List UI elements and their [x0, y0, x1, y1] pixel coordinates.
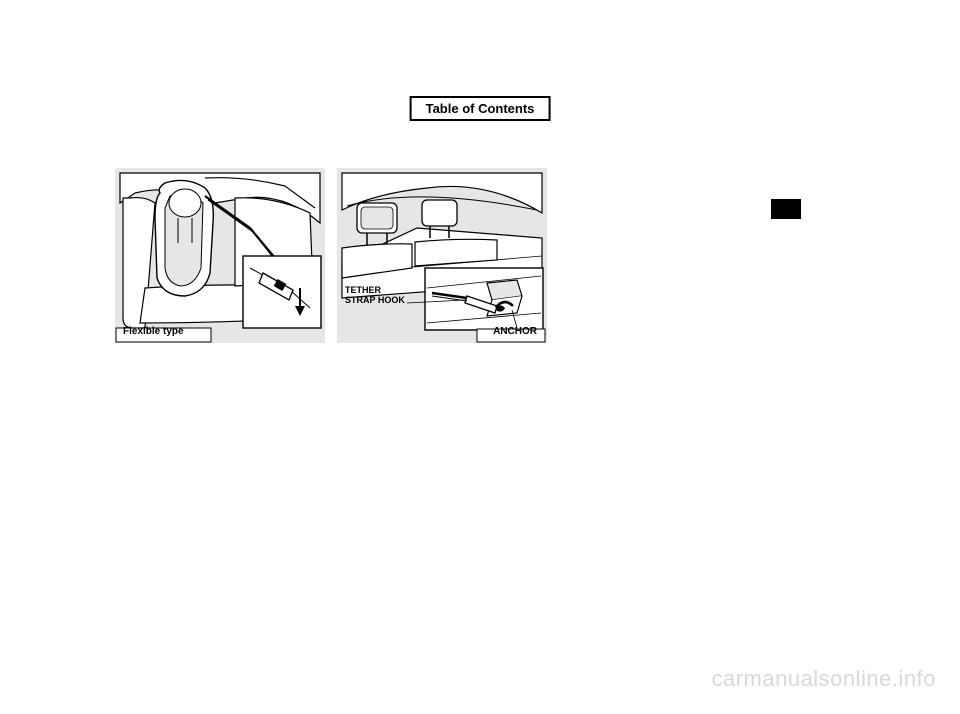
- figure-flexible-type: Flexible type: [115, 168, 325, 343]
- section-tab-marker: [771, 199, 801, 219]
- tether-anchor-illustration: [337, 168, 547, 343]
- watermark-text: carmanualsonline.info: [711, 666, 936, 692]
- child-seat-illustration: [115, 168, 325, 343]
- anchor-label: ANCHOR: [493, 326, 537, 337]
- figures-row: Flexible type: [115, 168, 547, 343]
- flexible-type-caption: Flexible type: [123, 326, 184, 337]
- toc-label: Table of Contents: [426, 101, 535, 116]
- tether-strap-hook-label: TETHER STRAP HOOK: [345, 286, 405, 306]
- table-of-contents-button[interactable]: Table of Contents: [410, 96, 551, 121]
- figure-tether-anchor: TETHER STRAP HOOK ANCHOR: [337, 168, 547, 343]
